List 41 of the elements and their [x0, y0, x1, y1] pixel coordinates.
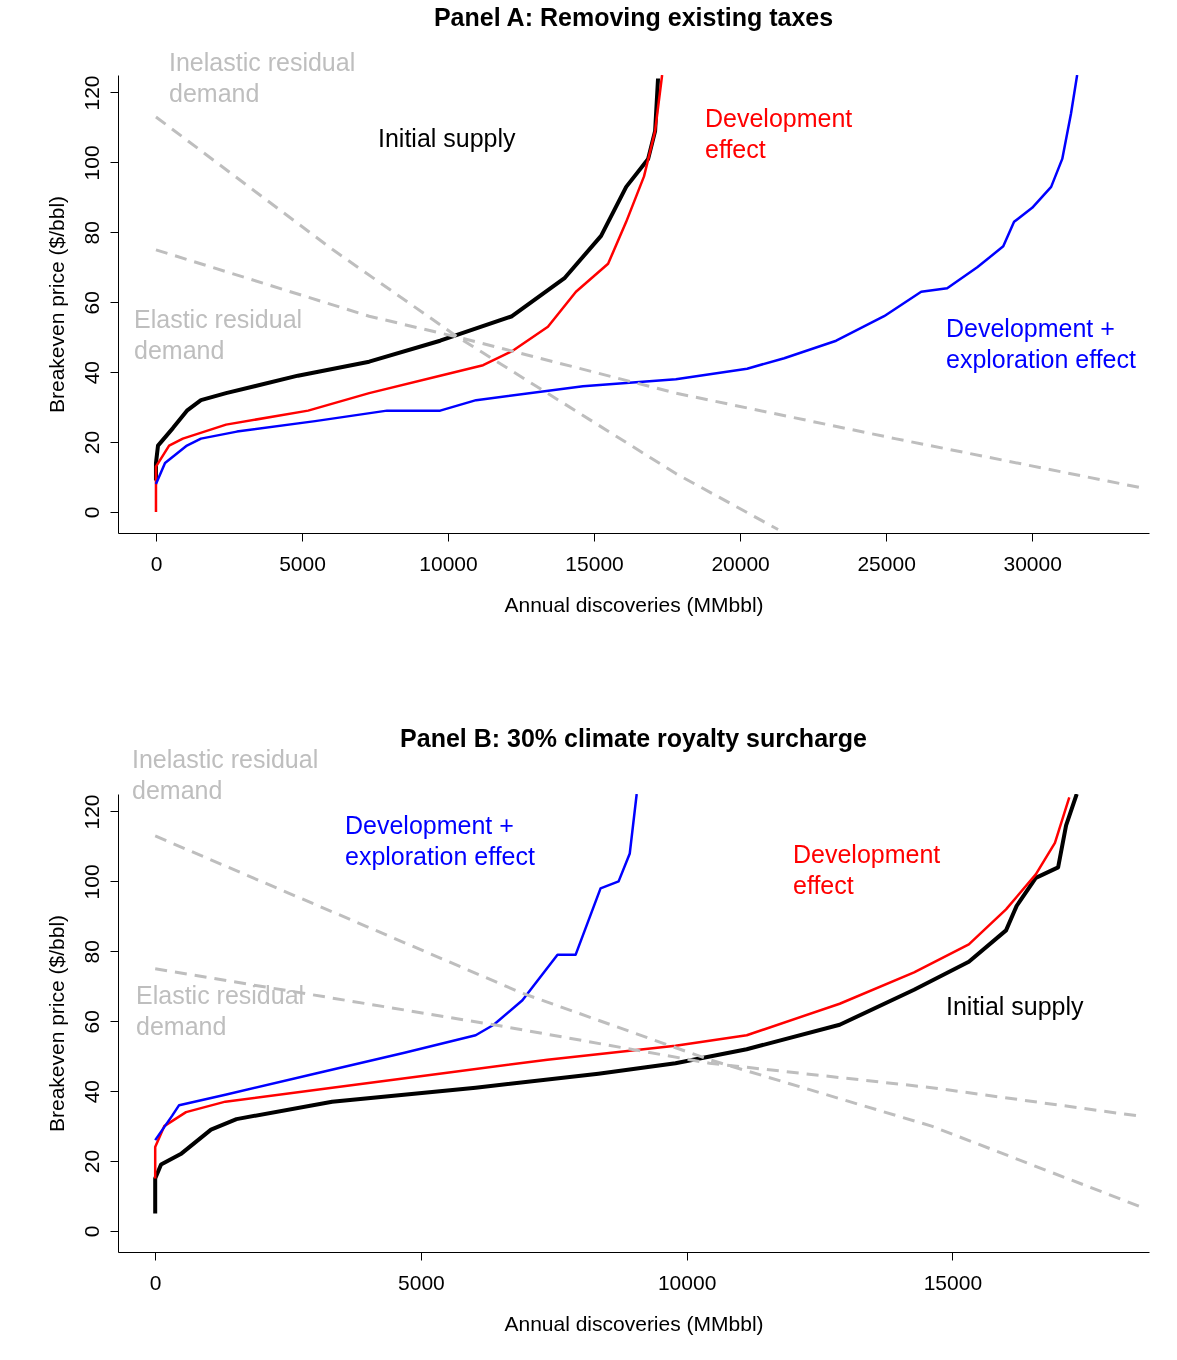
- text: Development effect: [793, 840, 941, 899]
- chart-title: Panel A: Removing existing taxes: [433, 3, 834, 31]
- series-label: Initial supply: [946, 992, 1085, 1020]
- series-label: Elastic residual demand: [136, 981, 305, 1040]
- x-axis-title: Annual discoveries (MMbbl): [504, 592, 764, 616]
- x-tick-label: 5000: [279, 551, 326, 575]
- y-tick-label: 60: [79, 291, 103, 315]
- y-tick-label: 20: [79, 430, 103, 455]
- x-tick-label: 5000: [398, 1270, 445, 1294]
- series-label: Development + exploration effect: [946, 314, 1136, 373]
- series-label: Inelastic residual demand: [169, 48, 356, 107]
- x-tick-label: 30000: [1003, 551, 1062, 575]
- y-tick-label: 0: [79, 506, 103, 519]
- x-tick-label: 0: [149, 1270, 162, 1294]
- y-tick-label: 40: [79, 1080, 103, 1104]
- x-tick-label: 20000: [711, 551, 770, 575]
- x-tick-label: 10000: [657, 1270, 717, 1294]
- y-tick-label: 80: [79, 221, 103, 245]
- series-label: Inelastic residual demand: [132, 745, 319, 804]
- chart-title: Panel B: 30% climate royalty surcharge: [400, 724, 868, 752]
- y-tick-label: 20: [79, 1149, 103, 1174]
- y-tick-label: 120: [79, 75, 103, 111]
- y-tick-label: 80: [79, 940, 103, 964]
- y-tick-label: 40: [79, 361, 103, 385]
- text: Development + exploration effect: [345, 811, 535, 870]
- y-axis-title: Breakeven price ($/bbl): [44, 195, 68, 414]
- y-tick-label: 0: [79, 1225, 103, 1238]
- series-label: Elastic residual demand: [134, 305, 303, 364]
- x-axis-title: Annual discoveries (MMbbl): [504, 1311, 764, 1335]
- y-axis-title: Breakeven price ($/bbl): [44, 914, 68, 1133]
- y-tick-label: 100: [79, 145, 103, 181]
- y-tick-label: 100: [79, 864, 103, 900]
- y-tick-label: 60: [79, 1010, 103, 1034]
- x-tick-label: 15000: [923, 1270, 983, 1294]
- x-tick-label: 0: [150, 551, 163, 575]
- x-tick-label: 10000: [419, 551, 478, 575]
- x-tick-label: 25000: [857, 551, 916, 575]
- y-tick-label: 120: [79, 794, 103, 830]
- x-tick-label: 15000: [565, 551, 624, 575]
- text: Initial supply: [378, 124, 517, 152]
- series-label: Development effect: [705, 104, 853, 163]
